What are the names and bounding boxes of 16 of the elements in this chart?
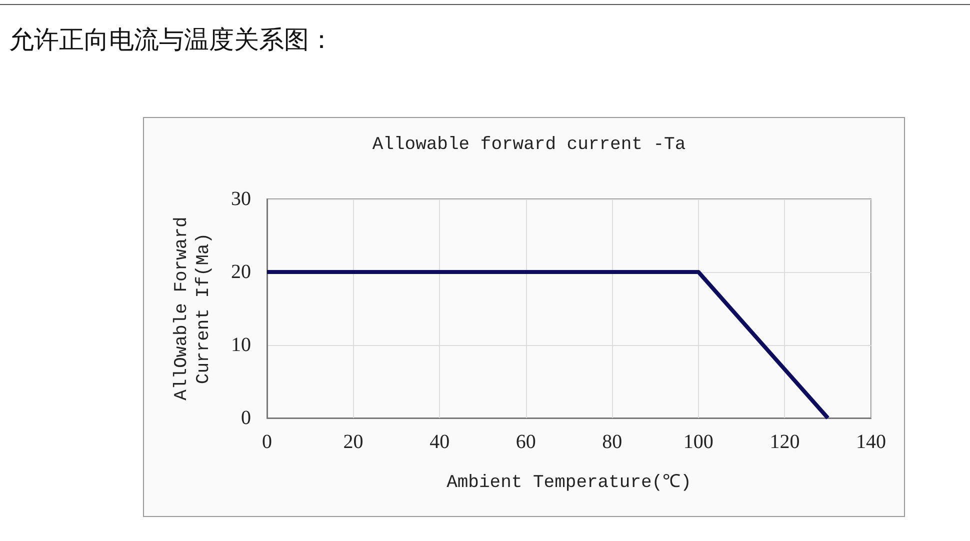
y-axis-title: AllOwable Forward Current If(Ma) bbox=[172, 216, 214, 400]
y-tick-label: 0 bbox=[241, 407, 251, 429]
x-tick-label: 140 bbox=[856, 431, 886, 453]
x-tick-label: 60 bbox=[516, 431, 536, 453]
y-tick-label: 30 bbox=[231, 188, 251, 210]
y-tick-label: 20 bbox=[231, 261, 251, 283]
y-tick-label: 10 bbox=[231, 334, 251, 356]
x-tick-label: 20 bbox=[343, 431, 364, 453]
chart-subtitle: Allowable forward current -Ta bbox=[372, 135, 686, 155]
x-tick-label: 40 bbox=[430, 431, 450, 453]
x-tick-label: 120 bbox=[770, 431, 800, 453]
x-tick-label: 100 bbox=[683, 431, 714, 453]
x-tick-label: 0 bbox=[262, 431, 272, 453]
chart-title: 允许正向电流与温度关系图： bbox=[9, 25, 334, 54]
x-tick-label: 80 bbox=[602, 431, 622, 453]
x-axis-title: Ambient Temperature(℃) bbox=[446, 473, 692, 493]
